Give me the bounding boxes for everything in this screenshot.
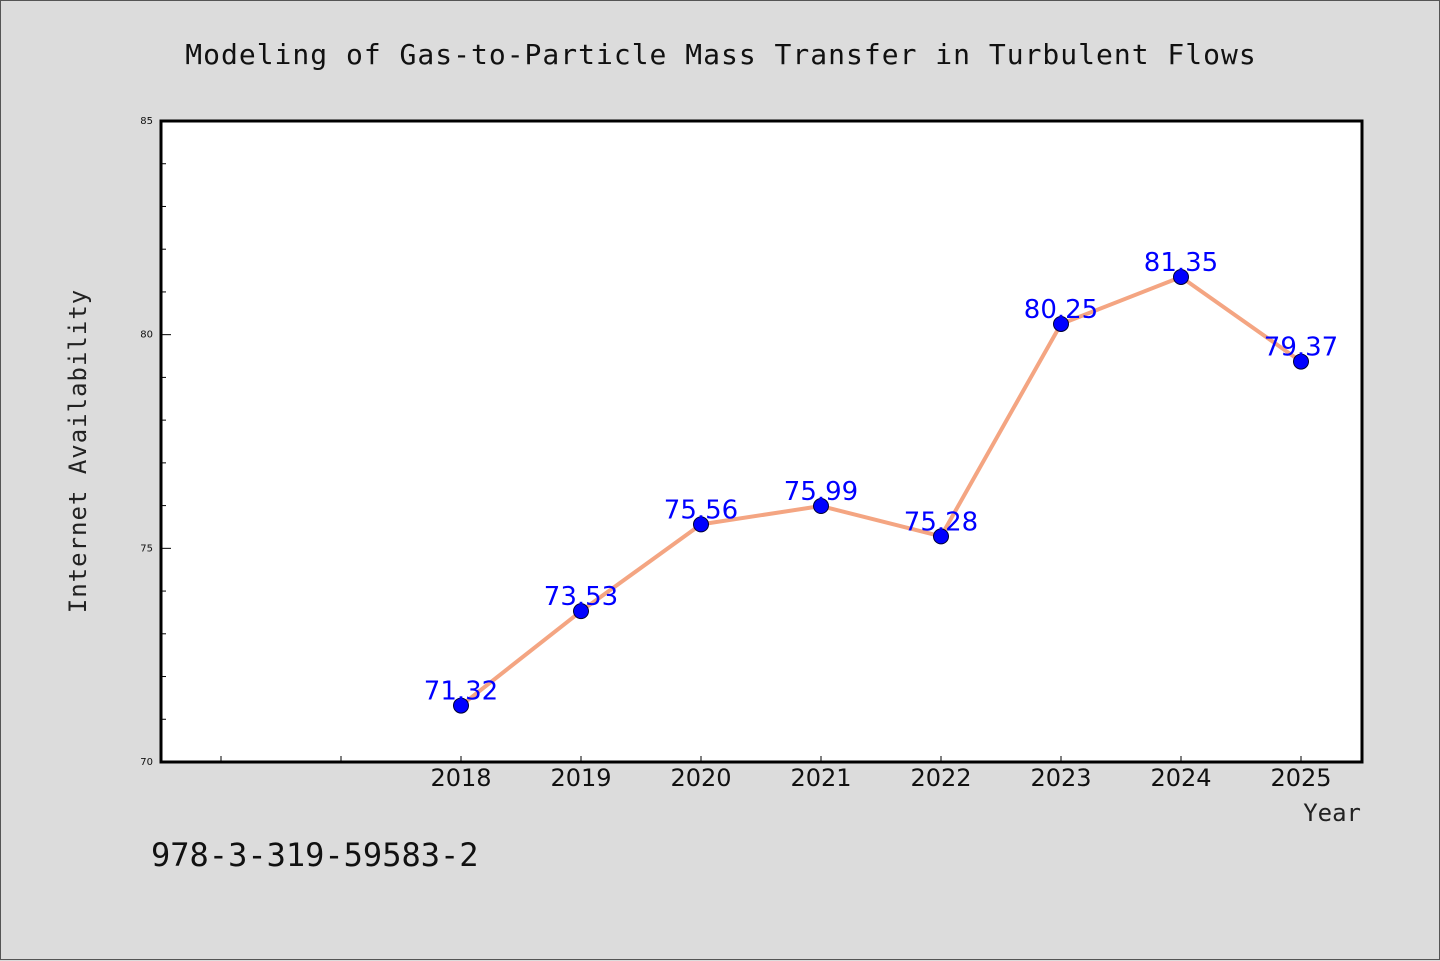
y-tick-label: 85 [140, 116, 153, 127]
y-axis-label: Internet Availability [64, 289, 92, 613]
x-axis-label: Year [1303, 799, 1361, 827]
series-line [459, 274, 1303, 708]
y-tick-label: 75 [140, 543, 153, 554]
x-axis: 2018 2019 2020 2021 2022 2023 2024 2025 [220, 756, 1332, 792]
data-label: 79.37 [1264, 333, 1338, 363]
x-tick-label: 2020 [670, 764, 731, 792]
data-point [453, 697, 469, 714]
data-label: 75.99 [784, 477, 858, 507]
x-tick-label: 2022 [910, 764, 971, 792]
x-tick-label: 2023 [1030, 764, 1091, 792]
y-tick-label: 70 [140, 757, 153, 768]
plot-area [159, 119, 1364, 764]
data-point [1173, 268, 1189, 285]
data-point [813, 498, 829, 515]
data-point [693, 516, 709, 533]
x-tick-label: 2019 [550, 764, 611, 792]
data-label: 75.28 [904, 507, 978, 537]
x-tick-label: 2021 [790, 764, 851, 792]
data-point [1293, 353, 1309, 370]
isbn-text: 978-3-319-59583-2 [151, 836, 479, 874]
data-label: 80.25 [1024, 295, 1098, 325]
data-markers [453, 268, 1309, 714]
x-tick-label: 2025 [1270, 764, 1331, 792]
x-tick-label: 2024 [1150, 764, 1211, 792]
chart-title: Modeling of Gas-to-Particle Mass Transfe… [185, 38, 1256, 71]
data-label: 75.56 [664, 495, 738, 525]
data-point [1053, 315, 1069, 332]
data-labels: 71.32 73.53 75.56 75.99 75.28 80.25 81.35 79.37 [424, 248, 1338, 707]
x-tick-label: 2018 [430, 764, 491, 792]
data-label: 81.35 [1144, 248, 1218, 278]
y-axis: 70 75 80 85 [140, 116, 171, 768]
data-label: 71.32 [424, 677, 498, 707]
data-label: 73.53 [544, 582, 618, 612]
y-tick-label: 80 [140, 330, 153, 341]
data-point [933, 528, 949, 545]
data-point [573, 603, 589, 620]
